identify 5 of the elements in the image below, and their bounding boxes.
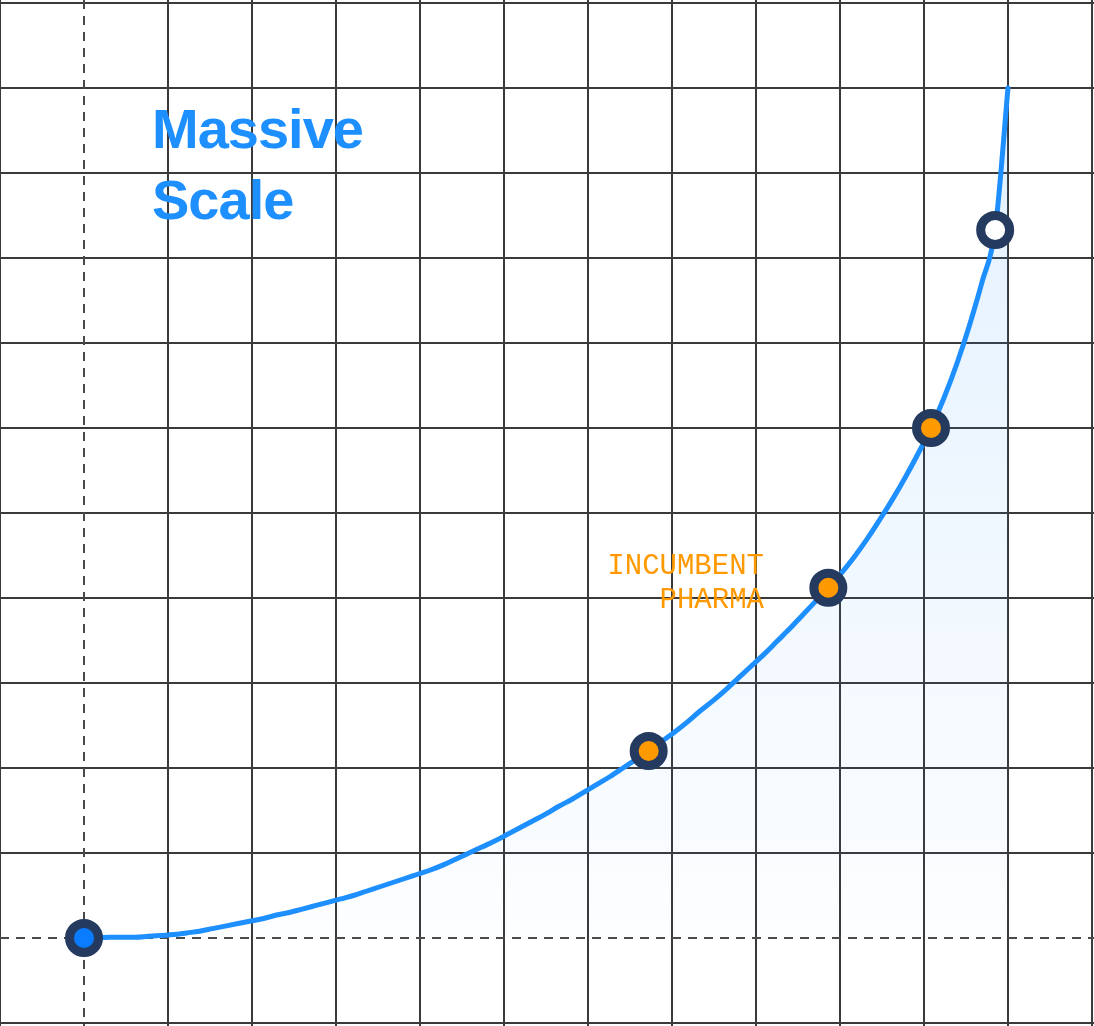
point — [809, 568, 848, 607]
point — [65, 919, 103, 957]
point — [976, 210, 1015, 249]
point — [912, 409, 950, 447]
point — [629, 732, 668, 770]
